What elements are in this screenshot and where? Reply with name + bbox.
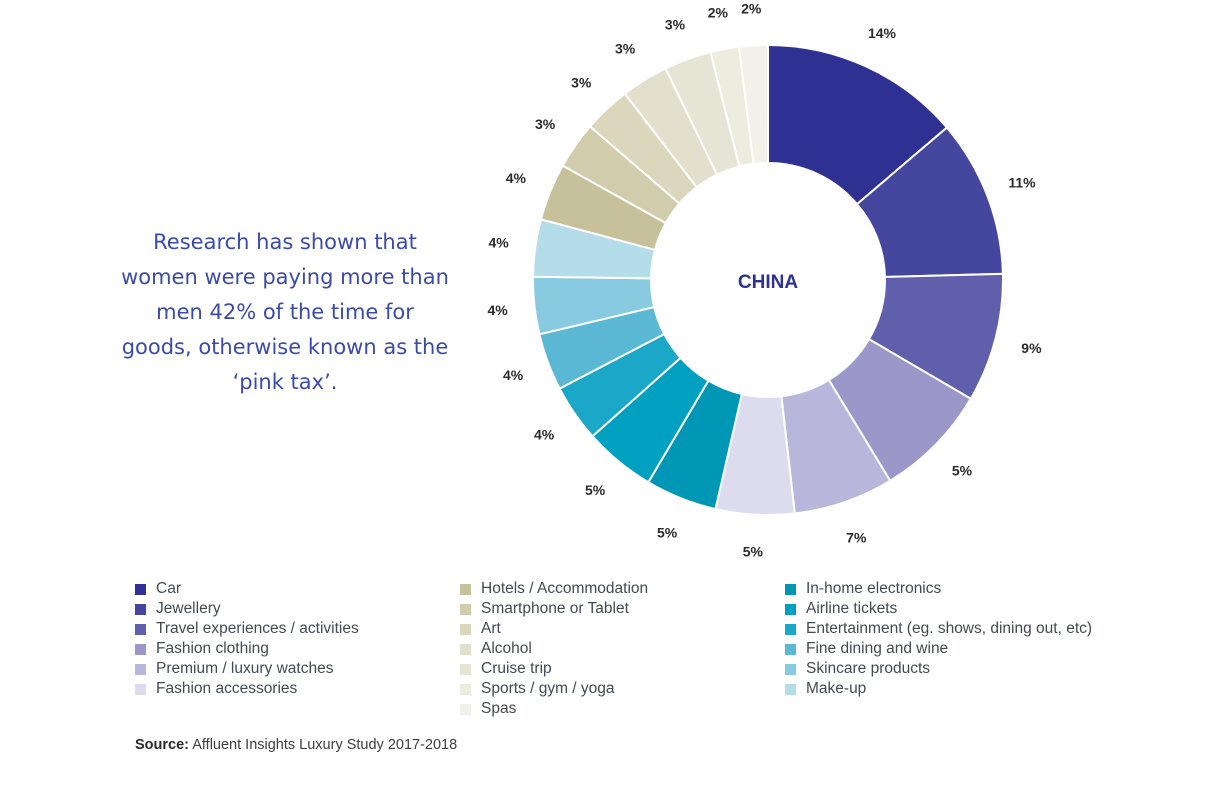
- legend-item-spas: Spas: [460, 699, 648, 719]
- legend-swatch: [460, 643, 471, 655]
- legend-label: Airline tickets: [806, 600, 898, 617]
- legend-swatch: [785, 663, 796, 675]
- legend-swatch: [460, 623, 471, 635]
- legend-swatch: [135, 583, 146, 595]
- legend-label: Sports / gym / yoga: [481, 680, 615, 697]
- legend-swatch: [460, 583, 471, 595]
- data-label-cruise-trip: 3%: [665, 16, 686, 32]
- legend-item-alcohol: Alcohol: [460, 639, 648, 659]
- legend-label: Entertainment (eg. shows, dining out, et…: [806, 620, 1093, 637]
- legend-label: Skincare products: [806, 660, 931, 677]
- legend-item-premium-luxury-watches: Premium / luxury watches: [135, 659, 359, 679]
- legend-swatch: [785, 583, 796, 595]
- legend-item-fashion-clothing: Fashion clothing: [135, 639, 359, 659]
- data-label-fashion-accessories: 5%: [743, 544, 764, 560]
- legend-item-smartphone-or-tablet: Smartphone or Tablet: [460, 599, 648, 619]
- legend-item-travel-experiences-activities: Travel experiences / activities: [135, 619, 359, 639]
- slice-spas: [737, 43, 769, 166]
- data-label-in-home-electronics: 5%: [657, 525, 678, 541]
- legend-swatch: [785, 603, 796, 615]
- data-label-make-up: 4%: [488, 235, 509, 251]
- data-label-smartphone-or-tablet: 3%: [535, 116, 556, 132]
- legend-label: Art: [481, 620, 501, 637]
- legend-item-in-home-electronics: In-home electronics: [785, 579, 1092, 599]
- legend-label: Travel experiences / activities: [156, 620, 359, 637]
- legend-label: Hotels / Accommodation: [481, 580, 649, 597]
- data-label-hotels-accommodation: 4%: [506, 170, 527, 186]
- donut-chart: 14% 11% 9% 5% 7% 5% 5% 5% 4% 4% 4% 4% 4% 3% 3% 3% 3% 2% 2%…: [488, 1, 1043, 560]
- legend-label: Fashion accessories: [156, 680, 298, 697]
- legend-label: Fine dining and wine: [806, 640, 949, 657]
- legend-item-skincare-products: Skincare products: [785, 659, 1092, 679]
- legend-swatch: [460, 683, 471, 695]
- legend-item-fashion-accessories: Fashion accessories: [135, 679, 359, 699]
- data-label-fashion-clothing: 5%: [952, 463, 973, 479]
- data-label-travel-experiences-activities: 9%: [1021, 340, 1042, 356]
- legend-item-cruise-trip: Cruise trip: [460, 659, 648, 679]
- legend-label: Premium / luxury watches: [156, 660, 334, 677]
- source-text: Affluent Insights Luxury Study 2017-2018: [192, 737, 458, 753]
- data-label-sports-gym-yoga: 2%: [708, 5, 729, 21]
- pink-tax-quote: Research has shown that women were payin…: [121, 230, 449, 394]
- data-label-spas: 2%: [741, 1, 762, 17]
- legend-label: In-home electronics: [806, 580, 942, 597]
- legend-item-art: Art: [460, 619, 648, 639]
- legend-swatch: [785, 683, 796, 695]
- source-note: Source: Affluent Insights Luxury Study 2…: [135, 737, 457, 753]
- legend-swatch: [785, 623, 796, 635]
- legend-item-car: Car: [135, 579, 359, 599]
- data-label-car: 14%: [868, 25, 897, 41]
- legend-item-jewellery: Jewellery: [135, 599, 359, 619]
- legend-column-2: Hotels / Accommodation Smartphone or Tabl…: [460, 579, 648, 719]
- legend-column-3: In-home electronics Airline tickets Entert…: [785, 579, 1092, 699]
- legend-column-1: Car Jewellery Travel experiences / activit…: [135, 579, 359, 699]
- data-label-skincare-products: 4%: [488, 302, 509, 318]
- legend-item-fine-dining-and-wine: Fine dining and wine: [785, 639, 1092, 659]
- center-label: CHINA: [738, 272, 798, 293]
- legend-label: Alcohol: [481, 640, 532, 657]
- legend-label: Car: [156, 580, 181, 597]
- legend-swatch: [460, 663, 471, 675]
- legend-swatch: [460, 703, 471, 715]
- legend-swatch: [785, 643, 796, 655]
- legend-item-hotels-accommodation: Hotels / Accommodation: [460, 579, 648, 599]
- legend-swatch: [135, 643, 146, 655]
- legend-item-airline-tickets: Airline tickets: [785, 599, 1092, 619]
- legend-label: Make-up: [806, 680, 867, 697]
- donut-slices: [532, 43, 1004, 516]
- legend-label: Smartphone or Tablet: [481, 600, 629, 617]
- legend-swatch: [135, 603, 146, 615]
- data-label-premium-luxury-watches: 7%: [846, 529, 867, 545]
- legend-swatch: [135, 683, 146, 695]
- data-label-airline-tickets: 5%: [585, 482, 606, 498]
- legend-label: Spas: [481, 700, 517, 717]
- data-label-jewellery: 11%: [1008, 175, 1036, 191]
- legend-item-sports-gym-yoga: Sports / gym / yoga: [460, 679, 648, 699]
- source-label: Source:: [135, 737, 189, 753]
- data-label-alcohol: 3%: [615, 41, 636, 57]
- legend-label: Jewellery: [156, 600, 221, 617]
- legend-item-make-up: Make-up: [785, 679, 1092, 699]
- data-label-fine-dining-and-wine: 4%: [503, 367, 524, 383]
- donut-data-labels: 14% 11% 9% 5% 7% 5% 5% 5% 4% 4% 4% 4% 4% 3% 3% 3% 3% 2% 2%: [488, 1, 1043, 560]
- data-label-art: 3%: [571, 74, 592, 90]
- data-label-entertainment-eg-shows-dining-out-etc: 4%: [534, 426, 555, 442]
- legend-swatch: [460, 603, 471, 615]
- legend-label: Fashion clothing: [156, 640, 269, 657]
- legend-label: Cruise trip: [481, 660, 552, 677]
- legend-item-entertainment-eg-shows-dining-out-etc: Entertainment (eg. shows, dining out, et…: [785, 619, 1092, 639]
- legend-swatch: [135, 663, 146, 675]
- legend-swatch: [135, 623, 146, 635]
